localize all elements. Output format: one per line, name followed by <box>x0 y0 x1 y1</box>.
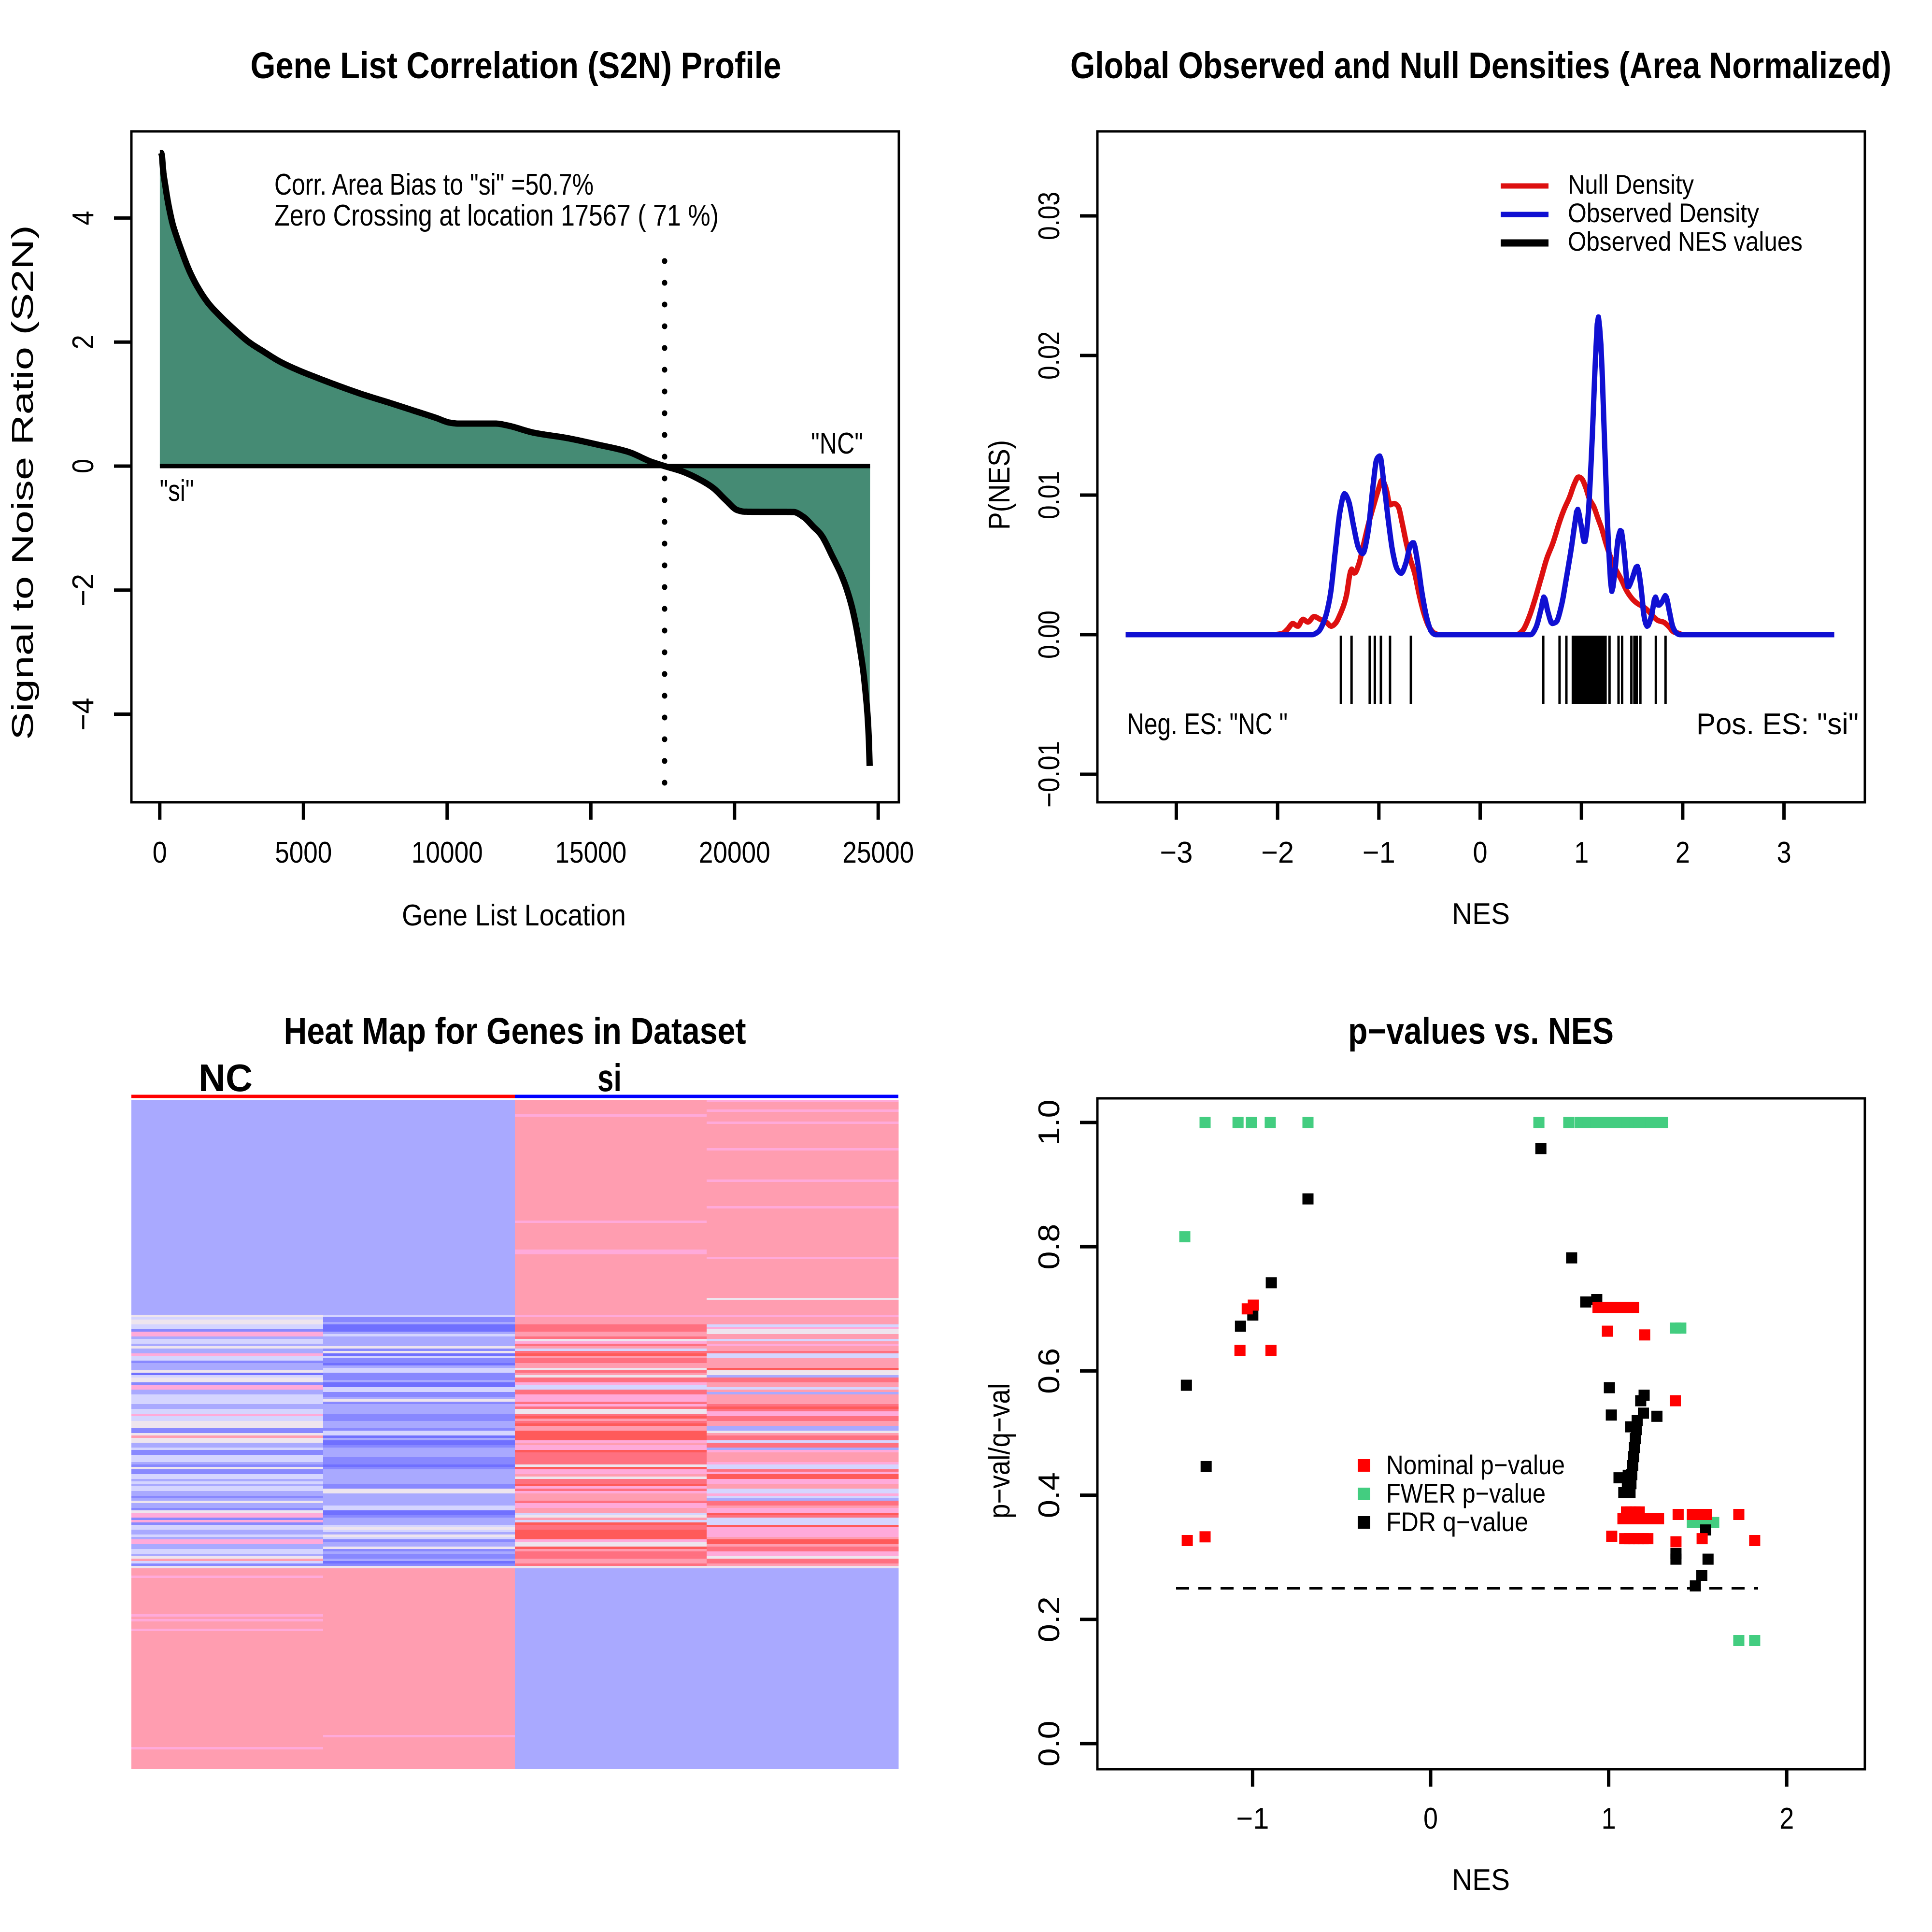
svg-text:Zero Crossing at location 175: Zero Crossing at location 17567 ( 71 %) <box>274 199 719 232</box>
svg-text:"NC": "NC" <box>811 427 863 460</box>
svg-text:−3: −3 <box>1160 836 1193 869</box>
svg-text:−1: −1 <box>1236 1802 1269 1835</box>
svg-text:Global Observed and Null Densi: Global Observed and Null Densities (Area… <box>1070 45 1891 86</box>
svg-text:NES: NES <box>1452 1863 1510 1897</box>
svg-text:0.01: 0.01 <box>1033 471 1066 519</box>
svg-text:p−val/q−val: p−val/q−val <box>983 1383 1016 1519</box>
svg-text:Pos. ES: "si": Pos. ES: "si" <box>1696 708 1859 741</box>
svg-text:Neg. ES: "NC ": Neg. ES: "NC " <box>1127 708 1288 741</box>
svg-text:Observed Density: Observed Density <box>1568 198 1759 228</box>
svg-text:P(NES): P(NES) <box>983 440 1016 530</box>
svg-text:Signal to Noise Ratio (S2N): Signal to Noise Ratio (S2N) <box>6 225 40 740</box>
svg-text:Observed NES values: Observed NES values <box>1568 226 1803 256</box>
svg-text:1.0: 1.0 <box>1033 1100 1066 1146</box>
svg-text:0.00: 0.00 <box>1033 611 1066 659</box>
svg-text:p−values vs. NES: p−values vs. NES <box>1348 1010 1614 1052</box>
svg-text:Nominal p−value: Nominal p−value <box>1386 1449 1565 1480</box>
svg-text:si: si <box>597 1056 622 1099</box>
svg-text:Gene List Location: Gene List Location <box>402 899 626 932</box>
svg-text:"si": "si" <box>160 474 194 508</box>
svg-text:−2: −2 <box>1261 836 1294 869</box>
svg-text:0.2: 0.2 <box>1033 1596 1066 1642</box>
svg-text:FWER p−value: FWER p−value <box>1386 1478 1546 1508</box>
svg-text:0: 0 <box>67 459 100 473</box>
svg-text:0.03: 0.03 <box>1033 192 1066 240</box>
svg-text:0.6: 0.6 <box>1033 1348 1066 1394</box>
svg-text:Gene List Correlation (S2N) Pr: Gene List Correlation (S2N) Profile <box>251 45 781 86</box>
svg-text:5000: 5000 <box>275 836 332 869</box>
svg-text:Corr. Area Bias to "si" =50.7%: Corr. Area Bias to "si" =50.7% <box>274 168 594 201</box>
svg-text:4: 4 <box>67 211 100 225</box>
svg-text:15000: 15000 <box>555 836 626 869</box>
svg-text:1: 1 <box>1574 836 1589 869</box>
svg-text:0.4: 0.4 <box>1033 1472 1066 1518</box>
svg-text:−1: −1 <box>1363 836 1395 869</box>
svg-text:2: 2 <box>67 335 100 349</box>
svg-text:−2: −2 <box>67 574 100 607</box>
svg-text:0.8: 0.8 <box>1033 1224 1066 1270</box>
svg-text:0: 0 <box>1423 1802 1438 1835</box>
svg-text:0.0: 0.0 <box>1033 1721 1066 1767</box>
svg-text:2: 2 <box>1779 1802 1794 1835</box>
svg-text:2: 2 <box>1676 836 1690 869</box>
svg-text:20000: 20000 <box>699 836 770 869</box>
svg-text:3: 3 <box>1777 836 1791 869</box>
svg-text:0: 0 <box>1473 836 1488 869</box>
svg-text:NC: NC <box>199 1056 253 1099</box>
svg-text:FDR q−value: FDR q−value <box>1386 1506 1528 1537</box>
svg-text:−4: −4 <box>67 698 100 731</box>
svg-text:Heat Map for Genes in Dataset: Heat Map for Genes in Dataset <box>284 1010 746 1052</box>
svg-text:25000: 25000 <box>842 836 914 869</box>
svg-text:0.02: 0.02 <box>1033 331 1066 380</box>
svg-text:0: 0 <box>153 836 167 869</box>
svg-text:10000: 10000 <box>412 836 483 869</box>
svg-text:−0.01: −0.01 <box>1033 741 1066 808</box>
svg-text:NES: NES <box>1452 897 1510 931</box>
svg-text:1: 1 <box>1602 1802 1616 1835</box>
svg-text:Null Density: Null Density <box>1568 169 1694 199</box>
